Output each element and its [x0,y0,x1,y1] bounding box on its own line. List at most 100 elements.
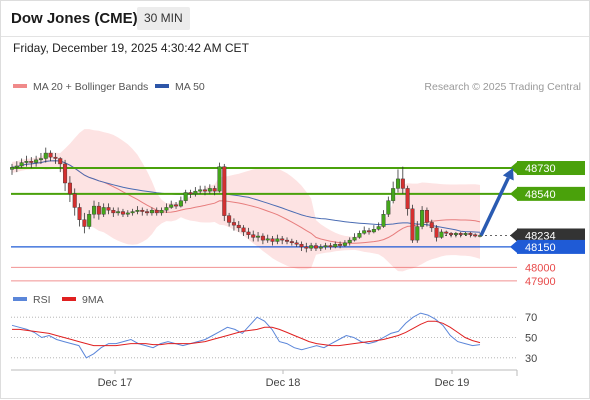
bearish-candle [174,204,179,207]
bullish-candle [217,166,222,192]
bearish-candle [434,227,439,238]
bullish-candle [130,211,135,214]
bullish-candle [376,226,381,230]
bearish-candle [246,231,251,235]
bearish-candle [251,234,256,238]
bearish-candle [424,209,429,223]
resistance-label: 48730 [525,163,556,175]
chart-legend: MA 20 + Bollinger Bands MA 50 Research ©… [13,81,581,93]
support-label: 48150 [525,242,556,254]
bearish-candle [241,227,246,233]
ma50-line [11,160,481,233]
resistance-tag-pointer [510,162,517,175]
bearish-candle [338,243,343,246]
bullish-candle [9,167,14,170]
rsi-tick-label: 50 [525,333,537,345]
resistance-tag-pointer [510,187,517,200]
support-tag-pointer [510,240,517,253]
bearish-candle [236,224,241,229]
bullish-candle [24,161,29,163]
x-axis: Dec 17 Dec 18 Dec 19 [11,369,518,389]
bullish-candle [463,233,468,235]
bearish-candle [405,188,410,210]
bullish-candle [14,165,19,168]
bullish-candle [333,243,338,248]
bearish-candle [111,209,116,214]
bearish-candle [72,193,77,208]
moving-averages [11,160,481,244]
bullish-candle [149,209,154,214]
bearish-candle [120,211,125,215]
bearish-candle [231,222,236,226]
research-credit: Research © 2025 Trading Central [424,81,581,93]
bullish-candle [275,238,280,242]
bullish-candle [415,226,420,241]
rsi-tick-label: 70 [525,312,537,324]
bullish-candle [381,214,386,227]
timeframe-badge[interactable]: 30 MIN [137,7,190,30]
bearish-candle [202,189,207,192]
bearish-candle [328,245,333,248]
ma20-legend-swatch [13,84,27,88]
bearish-candle [188,192,193,195]
bearish-candle [29,161,34,163]
x-axis-tick-label: Dec 19 [435,377,470,389]
bullish-candle [347,239,352,244]
bullish-candle [318,246,323,249]
x-axis-tick-label: Dec 18 [266,377,301,389]
bearish-candle [154,209,159,214]
bearish-candle [106,207,111,211]
support-label: 48000 [525,262,556,274]
ma20-legend-label: MA 20 + Bollinger Bands [33,81,148,93]
ma50-legend-label: MA 50 [175,81,205,93]
bearish-candle [429,222,434,229]
bearish-candle [227,215,232,223]
bearish-candle [96,205,101,215]
bullish-candle [309,245,314,249]
bearish-candle [222,166,227,216]
bearish-candle [63,163,68,184]
bullish-candle [386,200,391,215]
bullish-candle [357,233,362,238]
bearish-candle [400,178,405,189]
bullish-candle [265,238,270,241]
bullish-candle [159,209,164,214]
bullish-candle [323,245,328,248]
bullish-candle [420,209,425,227]
bollinger-band-area [12,129,480,272]
candlesticks [9,147,483,253]
bullish-candle [352,237,357,241]
bullish-candle [169,204,174,208]
bearish-candle [449,233,454,235]
bearish-candle [280,238,285,241]
forecast-arrow-head [502,168,514,181]
bearish-candle [294,242,299,245]
ma50-legend-swatch [155,84,169,88]
bearish-candle [53,156,58,159]
bullish-candle [135,209,140,212]
rsi-legend-swatch [13,297,27,301]
bullish-candle [342,242,347,246]
bullish-candle [362,230,367,234]
bearish-candle [367,230,372,233]
bullish-candle [116,211,121,214]
bearish-candle [77,207,82,220]
resistance-label: 48540 [525,189,556,201]
bullish-candle [38,158,43,161]
bearish-candle [212,188,217,192]
bearish-candle [145,211,150,214]
bearish-candle [48,152,53,158]
bullish-candle [371,229,376,233]
instrument-title: Dow Jones (CME) [11,10,138,27]
bearish-candle [444,231,449,234]
rsi-ma-legend-label: 9MA [82,294,104,306]
current-price-label: 48234 [525,230,556,242]
bearish-candle [299,243,304,248]
bearish-candle [410,208,415,241]
bullish-candle [391,188,396,201]
bullish-candle [92,205,97,215]
rsi-panel: 70 50 30 [11,312,537,365]
bullish-candle [453,233,458,235]
bearish-candle [140,209,145,212]
